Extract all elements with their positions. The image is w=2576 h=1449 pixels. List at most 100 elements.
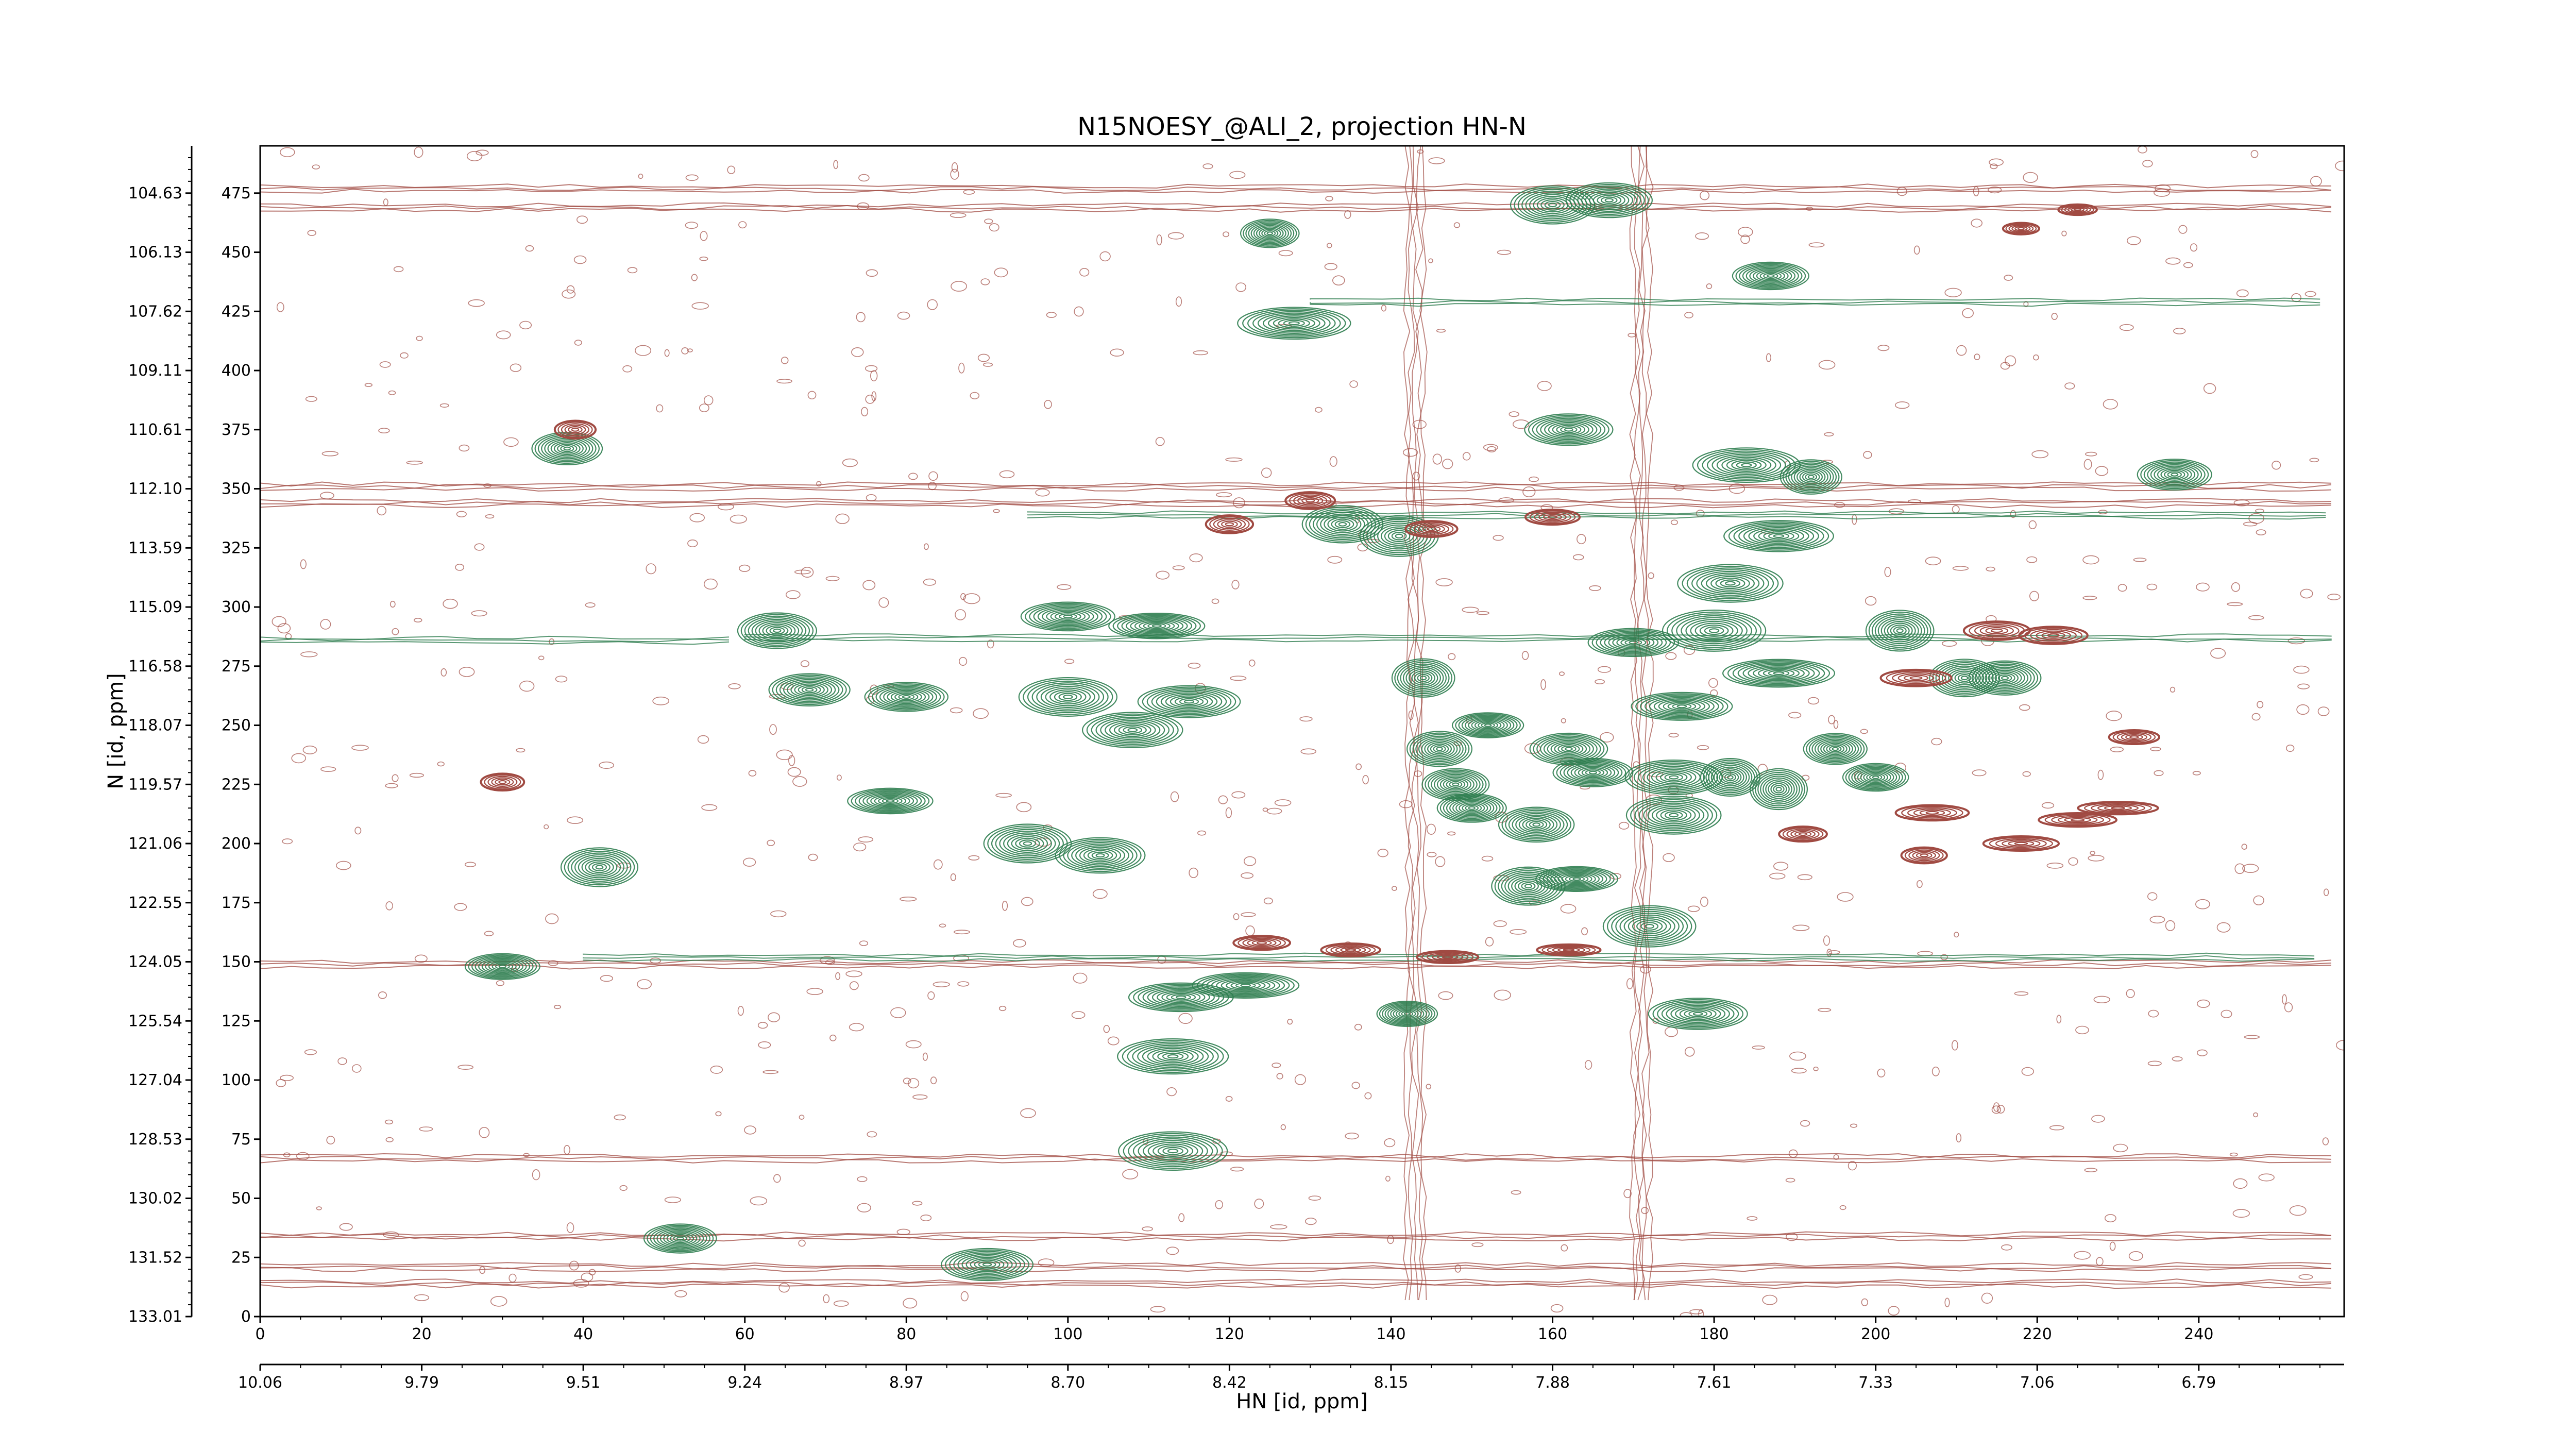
negative-contour-line xyxy=(2112,731,2156,744)
positive-contour-line xyxy=(862,792,918,810)
positive-contour-line xyxy=(886,799,895,803)
noise-contour xyxy=(548,960,558,966)
positive-contour-line xyxy=(949,1251,1025,1278)
positive-contour-line xyxy=(492,962,514,971)
positive-contour-line xyxy=(1391,532,1407,541)
positive-contour-line xyxy=(1122,1040,1224,1073)
noise-contour xyxy=(794,569,811,575)
noise-contour xyxy=(1074,306,1084,317)
negative-peak xyxy=(1894,804,1970,822)
noise-contour xyxy=(1189,553,1203,563)
noise-contour xyxy=(973,708,989,719)
positive-contour-line xyxy=(1667,702,1697,711)
noise-contour xyxy=(2082,555,2099,565)
positive-contour-line xyxy=(941,1248,1034,1282)
positive-contour-line xyxy=(1395,533,1403,539)
noise-contour xyxy=(835,513,850,524)
noise-contour xyxy=(890,1007,906,1018)
positive-contour-line xyxy=(1629,641,1638,645)
positive-contour-line xyxy=(1170,695,1209,708)
positive-contour-line xyxy=(1387,1005,1427,1023)
positive-contour-line xyxy=(581,857,618,877)
noise-contour xyxy=(1628,333,1636,338)
noise-contour xyxy=(2150,747,2161,751)
positive-contour-line xyxy=(1524,413,1614,446)
positive-contour-line xyxy=(1997,674,2012,682)
negative-contour-line xyxy=(2061,205,2094,215)
noise-contour xyxy=(1447,831,1456,836)
negative-contour-line xyxy=(1897,673,1935,683)
positive-contour-line xyxy=(1630,797,1718,833)
positive-contour-line xyxy=(1465,717,1512,734)
noise-contour xyxy=(1314,407,1323,413)
positive-contour-line xyxy=(659,1230,701,1247)
positive-contour-line xyxy=(1567,763,1619,782)
noise-contour xyxy=(1432,453,1443,465)
noise-contour xyxy=(664,349,670,357)
noise-contour xyxy=(1354,1023,1362,1031)
positive-contour-line xyxy=(1067,841,1133,869)
positive-contour-line xyxy=(805,687,814,692)
noise-contour xyxy=(1274,799,1292,806)
noise-contour xyxy=(2165,920,2176,931)
noise-contour xyxy=(573,255,587,264)
positive-contour-line xyxy=(1320,513,1365,535)
x-ppm-tick-label: 8.15 xyxy=(1374,1374,1409,1392)
noise-contour xyxy=(865,365,878,372)
noise-contour xyxy=(1327,555,1343,564)
noise-contour xyxy=(1235,282,1247,292)
noise-contour xyxy=(277,623,291,634)
positive-contour-line xyxy=(1863,771,1888,783)
noise-contour xyxy=(1789,1051,1806,1061)
positive-contour-line xyxy=(1732,261,1809,291)
positive-contour-line xyxy=(1642,766,1705,789)
noise-contour xyxy=(703,578,718,590)
noise-contour xyxy=(980,278,990,285)
noise-contour xyxy=(272,616,286,627)
noise-contour xyxy=(1399,800,1413,808)
positive-peak xyxy=(1510,185,1596,225)
positive-contour-line xyxy=(1261,229,1279,238)
positive-contour-line xyxy=(1679,1007,1717,1020)
noise-contour xyxy=(1150,1306,1166,1313)
y-index-axis: 0255075100125150175200225250275300325350… xyxy=(222,184,260,1326)
positive-contour-line xyxy=(1608,634,1659,651)
positive-contour-line xyxy=(485,960,520,973)
noise-contour xyxy=(1670,519,1678,526)
positive-contour-line xyxy=(1309,508,1376,540)
positive-contour-line xyxy=(1512,813,1561,836)
positive-contour-line xyxy=(1611,908,1688,944)
positive-contour-line xyxy=(478,957,527,975)
negative-contour-line xyxy=(1238,936,1286,950)
noise-contour xyxy=(2109,1241,2116,1251)
noise-contour xyxy=(2183,262,2193,268)
noise-contour xyxy=(717,503,734,511)
negative-band-line xyxy=(260,486,2332,492)
positive-contour-line xyxy=(1585,769,1601,776)
negative-contour-line xyxy=(571,427,580,432)
noise-contour xyxy=(377,506,387,516)
noise-contour xyxy=(585,602,596,608)
positive-contour-line xyxy=(1625,796,1722,835)
negative-contour-line xyxy=(1340,947,1361,953)
noise-contour xyxy=(1952,566,1969,571)
noise-contour xyxy=(1412,471,1420,481)
noise-contour xyxy=(1497,249,1512,255)
noise-contour xyxy=(413,618,422,623)
noise-contour xyxy=(383,198,388,206)
noise-contour xyxy=(758,1041,771,1049)
noise-contour xyxy=(509,1273,517,1283)
positive-contour-line xyxy=(1581,189,1637,212)
positive-contour-line xyxy=(1872,776,1879,780)
noise-contour xyxy=(951,281,968,292)
positive-contour-line xyxy=(669,1234,691,1243)
positive-contour-line xyxy=(1400,663,1447,693)
negative-contour-line xyxy=(2121,733,2147,742)
positive-contour-line xyxy=(1242,308,1346,339)
negative-contour-line xyxy=(1225,522,1234,527)
noise-contour xyxy=(1417,149,1424,154)
negative-peak xyxy=(1879,668,1953,687)
positive-contour-line xyxy=(1649,697,1715,716)
positive-contour-line xyxy=(1259,227,1281,239)
negative-peak-contours xyxy=(480,203,2161,965)
